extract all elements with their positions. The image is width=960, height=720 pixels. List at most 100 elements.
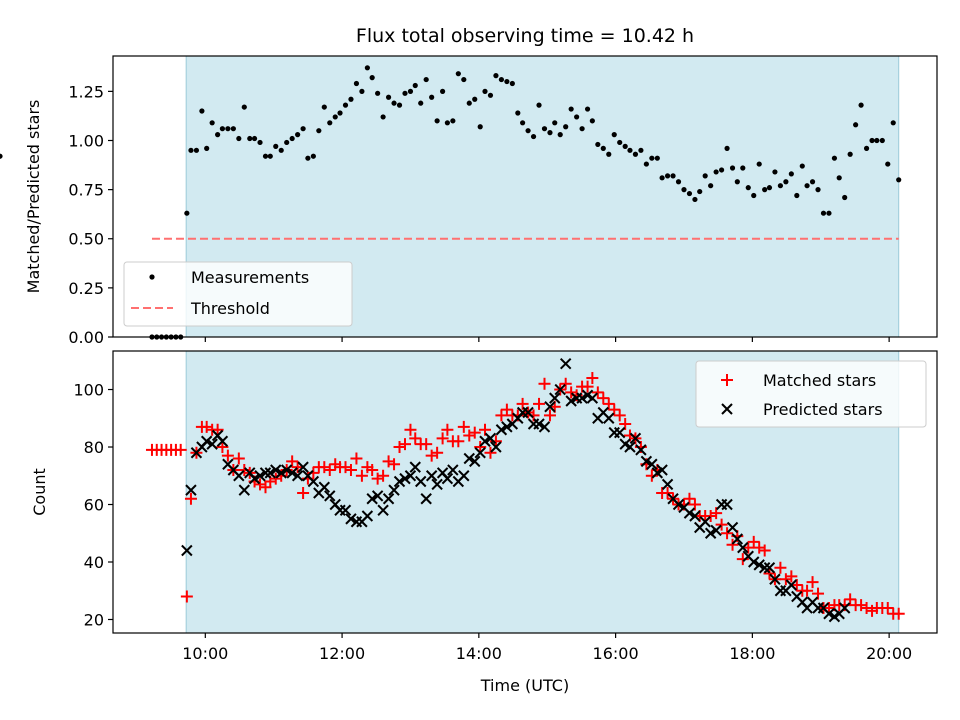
measurements-point [295,132,301,138]
predicted-stars-point [297,461,309,473]
predicted-stars-point [731,533,744,545]
predicted-stars-point [181,544,193,557]
matched-stars-point [581,380,594,393]
predicted-stars-point [345,513,357,525]
predicted-stars-point [339,504,352,516]
legend-marker-matched-stars [721,374,733,386]
measurements-point [606,151,612,157]
measurements-point [423,76,429,83]
predicted-stars-point [399,472,411,485]
matched-stars-point [812,587,825,600]
legend-label-threshold: Threshold [190,299,270,318]
measurements-point [375,90,381,96]
y-tick-label: 1.00 [68,131,104,150]
matched-stars-point [559,377,572,390]
measurements-point [332,114,338,120]
measurements-point [670,173,676,179]
predicted-stars-point [748,556,760,568]
measurements-point [794,192,800,199]
predicted-stars-point [635,444,647,456]
matched-stars-point [586,372,599,385]
predicted-stars-point [206,438,218,450]
x-tick-label: 12:00 [319,644,365,663]
matched-stars-point [516,397,529,410]
y-tick-label: 60 [84,496,104,515]
predicted-stars-point [726,521,739,534]
legend-label-matched-stars: Matched stars [763,371,876,390]
measurements-point [316,128,322,134]
measurements-point [412,82,418,89]
measurements-point [579,126,585,132]
x-tick-label: 20:00 [866,644,912,663]
predicted-stars-point [501,421,513,433]
predicted-stars-point [823,608,835,620]
predicted-stars-point [431,478,443,491]
matched-stars-point [747,535,760,548]
measurements-point [509,80,515,87]
measurements-point [842,194,848,201]
predicted-stars-point [614,426,626,439]
matched-stars-point [892,607,905,620]
measurements-point [278,147,284,153]
measurements-point [472,96,478,102]
predicted-stars-point [495,424,508,436]
measurements-point [284,139,290,146]
measurements-point [493,73,499,79]
matched-stars-point [474,441,487,454]
bottom-axes-frame [112,350,938,634]
matched-stars-point [355,469,368,482]
measurements-point [557,132,563,138]
measurements-point [215,132,221,138]
predicted-stars-point [699,516,711,528]
predicted-stars-point [576,392,588,404]
predicted-stars-point [490,441,502,453]
predicted-stars-point [474,447,486,459]
matched-stars-point [420,438,433,451]
measurements-point [708,183,714,189]
matched-stars-point [216,441,229,454]
predicted-stars-point [737,541,749,554]
predicted-stars-point [603,412,615,424]
matched-stars-point [436,432,449,445]
measurements-point [305,155,311,161]
matched-stars-point [860,601,873,614]
measurements-point [541,126,548,132]
matched-stars-point [806,576,819,589]
measurements-point [681,187,687,193]
legend-marker-measurements [149,274,155,280]
measurements-point [745,185,751,191]
matched-stars-point [377,469,390,482]
matched-stars-point [409,432,422,445]
predicted-stars-point [672,498,685,511]
measurements-point [289,135,295,142]
measurements-point [600,145,606,151]
predicted-stars-point [549,392,561,404]
measurements-point [487,92,494,98]
predicted-stars-point [420,493,432,505]
matched-stars-point [710,507,723,520]
matched-stars-point [790,578,803,591]
legend-label-measurements: Measurements [191,268,309,287]
measurements-point [664,173,671,179]
predicted-stars-point [371,490,384,502]
measurements-point [251,135,258,142]
matched-stars-point [753,541,766,554]
matched-stars-point [398,438,411,451]
matched-stars-point [184,492,197,505]
matched-stars-point [758,544,771,557]
bottom-panel: 20 40 60 80 100 10:00 12:00 14:00 16:00 18:00 20:… [30,350,938,695]
measurements-point [310,153,316,159]
matched-stars-point [211,423,224,436]
matched-stars-point [180,590,193,603]
measurements-point [364,65,370,71]
measurements-point [659,175,665,181]
predicted-stars-point [640,455,653,468]
measurements-point [804,183,810,189]
matched-stars-point [543,409,556,422]
measurements-point [831,155,838,161]
predicted-stars-point [441,472,454,485]
bottom-y-axis-label: Count [30,468,49,516]
matched-stars-point [774,561,787,574]
measurements-point [638,147,644,153]
measurements-point [199,108,205,114]
